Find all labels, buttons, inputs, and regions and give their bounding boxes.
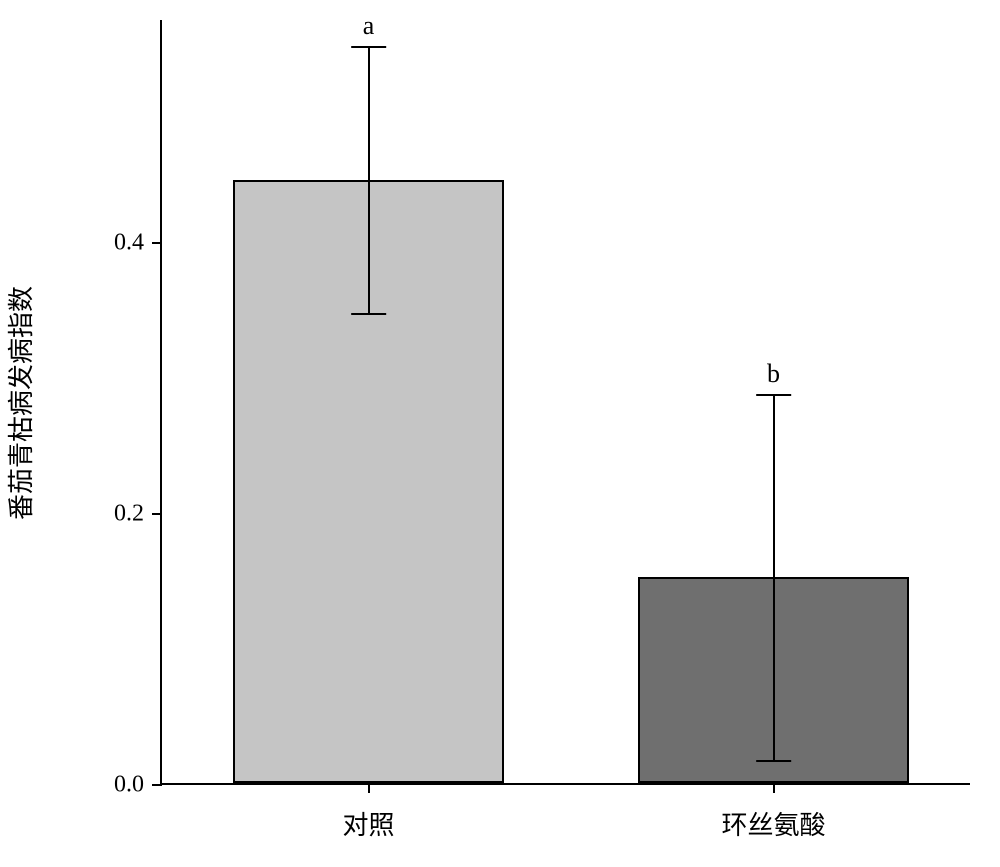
y-tick-label: 0.0 (114, 772, 162, 799)
y-tick-label: 0.4 (114, 230, 162, 257)
y-tick-label: 0.2 (114, 501, 162, 528)
error-cap (351, 313, 387, 315)
plot-area: 0.00.20.4对照环丝氨酸ab (160, 20, 970, 785)
error-cap (756, 394, 792, 396)
error-cap (351, 46, 387, 48)
bar-chart: 番茄青枯病发病指数 0.00.20.4对照环丝氨酸ab (0, 0, 1000, 867)
x-tick-label: 环丝氨酸 (722, 783, 826, 842)
y-axis-title: 番茄青枯病发病指数 (1, 285, 38, 519)
x-tick-label: 对照 (343, 783, 395, 842)
error-bar (368, 47, 370, 314)
error-bar (773, 395, 775, 761)
error-cap (756, 760, 792, 762)
significance-label: a (363, 11, 375, 41)
significance-label: b (767, 359, 780, 389)
